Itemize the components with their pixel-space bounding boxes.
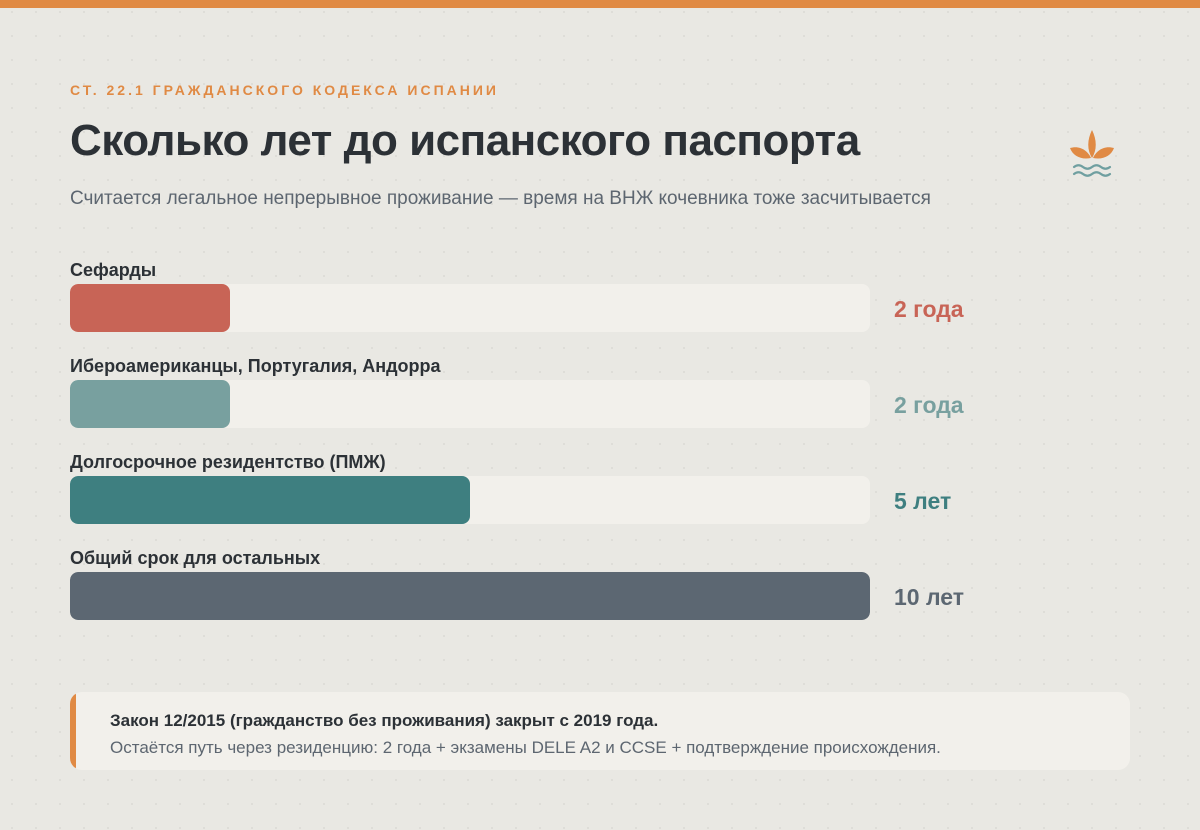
top-accent-bar bbox=[0, 0, 1200, 8]
chart-row: Долгосрочное резидентство (ПМЖ) 5 лет bbox=[70, 452, 1070, 548]
callout-accent-bar bbox=[70, 692, 76, 770]
lotus-left-petal bbox=[1070, 147, 1091, 159]
bar bbox=[70, 284, 230, 332]
bar-value-label: 5 лет bbox=[894, 488, 952, 514]
page-title: Сколько лет до испанского паспорта bbox=[70, 116, 860, 165]
callout-text: Остаётся путь через резиденцию: 2 года +… bbox=[110, 738, 941, 757]
info-callout: Закон 12/2015 (гражданство без проживани… bbox=[70, 692, 1130, 770]
chart-row: Ибероамериканцы, Португалия, Андорра 2 го… bbox=[70, 356, 1070, 452]
bar bbox=[70, 572, 870, 620]
bar-value-label: 2 года bbox=[894, 296, 964, 322]
callout-title: Закон 12/2015 (гражданство без проживани… bbox=[110, 711, 659, 730]
bar-category-label: Сефарды bbox=[70, 260, 157, 280]
lotus-right-petal bbox=[1093, 147, 1114, 159]
eyebrow: СТ. 22.1 ГРАЖДАНСКОГО КОДЕКСА ИСПАНИИ bbox=[70, 82, 499, 98]
bar-category-label: Общий срок для остальных bbox=[70, 548, 321, 568]
wave-line bbox=[1072, 164, 1112, 170]
bar-value-label: 2 года bbox=[894, 392, 964, 418]
chart-row: Общий срок для остальных 10 лет bbox=[70, 548, 1070, 644]
bar-track bbox=[70, 572, 870, 620]
lotus-center-petal bbox=[1088, 130, 1096, 158]
bar-track bbox=[70, 284, 870, 332]
chart-row: Сефарды 2 года bbox=[70, 260, 1070, 356]
bar-track bbox=[70, 380, 870, 428]
bar bbox=[70, 380, 230, 428]
bar-track bbox=[70, 476, 870, 524]
bar bbox=[70, 476, 470, 524]
page-subtitle: Считается легальное непрерывное проживан… bbox=[70, 188, 931, 209]
wave-line bbox=[1072, 171, 1112, 177]
bar-value-label: 10 лет bbox=[894, 584, 965, 610]
lotus-waves-icon bbox=[1070, 130, 1114, 177]
bar-category-label: Долгосрочное резидентство (ПМЖ) bbox=[70, 452, 386, 472]
bar-category-label: Ибероамериканцы, Португалия, Андорра bbox=[70, 356, 441, 376]
